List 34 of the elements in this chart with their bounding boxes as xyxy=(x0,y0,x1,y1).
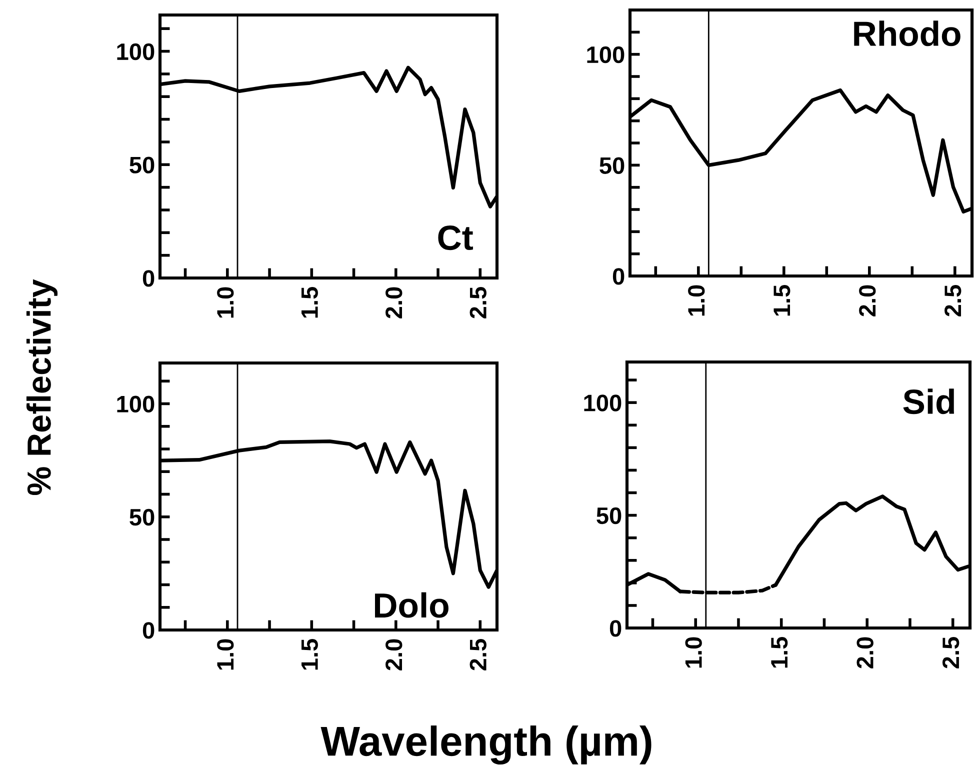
y-tick-label: 50 xyxy=(596,507,622,524)
y-tick-label: 0 xyxy=(142,622,154,639)
annotation: Ct xyxy=(438,226,473,250)
x-tick-label: 1.0 xyxy=(217,639,234,670)
x-tick-label: 2.5 xyxy=(470,286,486,318)
annotation: Sid xyxy=(903,388,954,414)
y-tick-label: 100 xyxy=(584,394,622,412)
x-tick-label: 2.0 xyxy=(859,285,876,316)
x-axis-title: Wavelength (µm) xyxy=(320,725,652,765)
y-tick-label: 100 xyxy=(117,396,154,413)
x-tick-label: 2.0 xyxy=(386,287,402,318)
x-tick-label: 1.5 xyxy=(302,638,318,670)
x-tick-label: 2.0 xyxy=(856,637,874,668)
y-tick-label: 100 xyxy=(587,46,624,64)
annotation: Rhodo xyxy=(854,20,960,46)
y-tick-label: 50 xyxy=(130,156,154,174)
x-tick-label: 2.5 xyxy=(470,638,486,670)
y-tick-label: 0 xyxy=(142,270,154,287)
x-tick-label: 1.0 xyxy=(217,287,234,318)
x-tick-label: 1.5 xyxy=(774,284,790,316)
x-tick-label: 1.0 xyxy=(685,637,702,668)
annotation: Dolo xyxy=(375,592,448,618)
y-axis-title: % Reflectivity xyxy=(26,279,58,496)
x-tick-label: 1.5 xyxy=(302,286,318,318)
x-tick-label: 2.0 xyxy=(386,639,402,670)
x-tick-label: 1.0 xyxy=(688,285,705,316)
y-tick-label: 50 xyxy=(130,508,154,526)
x-tick-label: 2.5 xyxy=(942,636,960,668)
y-tick-label: 50 xyxy=(600,157,624,174)
x-tick-label: 2.5 xyxy=(944,284,962,316)
y-tick-label: 0 xyxy=(610,620,622,637)
y-tick-label: 100 xyxy=(117,43,154,60)
y-tick-label: 0 xyxy=(612,268,624,285)
x-tick-label: 1.5 xyxy=(771,636,788,668)
